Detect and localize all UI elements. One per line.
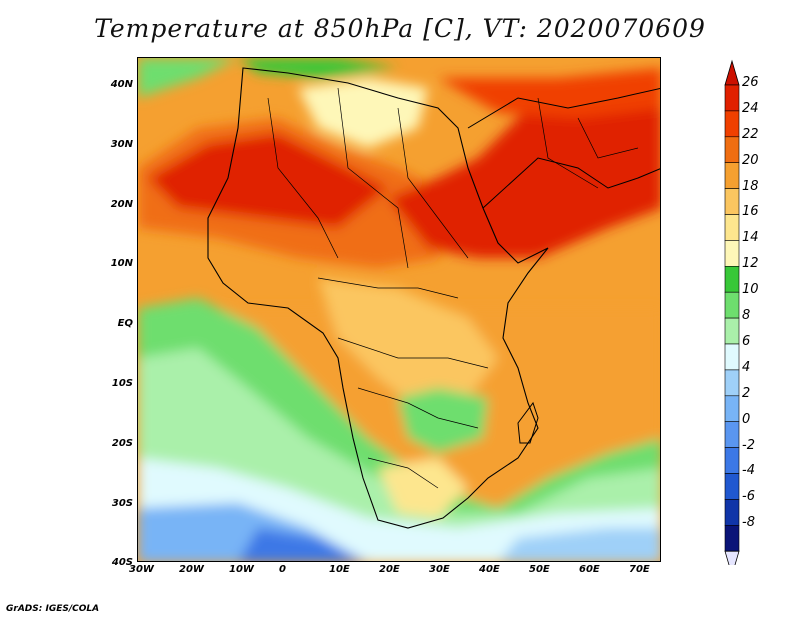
colorbar-segment: [724, 84, 740, 112]
colorbar: [724, 59, 740, 565]
colorbar-label: 16: [742, 204, 759, 220]
colorbar-label: 24: [742, 100, 759, 116]
colorbar-segment: [724, 524, 740, 552]
lon-label: 60E: [579, 564, 600, 575]
madagascar-coastline: [517, 401, 539, 444]
lon-label: 30W: [129, 564, 154, 575]
colorbar-segment: [724, 369, 740, 397]
colorbar-label: 18: [742, 178, 759, 194]
colorbar-label: -2: [742, 437, 755, 453]
colorbar-segment: [724, 291, 740, 319]
map-canvas: [138, 58, 660, 561]
lat-label: EQ: [117, 318, 133, 330]
colorbar-label: 4: [742, 359, 751, 375]
colorbar-label: 14: [742, 230, 759, 246]
lat-label: 30S: [111, 497, 133, 509]
plot-title: Temperature at 850hPa [C], VT: 202007060…: [94, 14, 706, 43]
colorbar-segment: [724, 395, 740, 422]
colorbar-label: 12: [742, 256, 759, 272]
credit-text: GrADS: IGES/COLA: [6, 604, 100, 614]
lon-label: 0: [279, 564, 286, 575]
colorbar-segment: [724, 188, 740, 215]
colorbar-label: 10: [742, 282, 759, 298]
lat-label: 10N: [110, 258, 133, 270]
field-hot-sahara: [148, 133, 388, 228]
lon-label: 70E: [629, 564, 650, 575]
lon-label: 30E: [429, 564, 450, 575]
lat-label: 40S: [111, 557, 133, 569]
colorbar-label: -4: [742, 463, 755, 479]
colorbar-segment: [724, 240, 740, 267]
colorbar-label: -6: [742, 489, 755, 505]
lat-label: 30N: [110, 138, 133, 150]
colorbar-label: 26: [742, 74, 759, 90]
lat-label: 10S: [111, 378, 133, 389]
lon-label: 20W: [179, 564, 204, 575]
colorbar-label: 8: [742, 308, 751, 323]
lon-label: 50E: [529, 564, 550, 575]
africa-coastline: [207, 67, 549, 529]
temperature-map: [137, 57, 661, 562]
lon-label: 10E: [329, 564, 350, 575]
field-hot-arabia: [388, 88, 660, 258]
lon-label: 10W: [229, 564, 254, 575]
colorbar-segment: [724, 473, 740, 500]
colorbar-top-arrow: [724, 59, 740, 86]
colorbar-label: -8: [742, 515, 755, 531]
colorbar-bottom-arrow: [724, 550, 740, 565]
colorbar-segment: [724, 162, 740, 189]
lat-label: 20N: [110, 198, 133, 210]
lat-label: 40N: [110, 79, 133, 90]
colorbar-label: 6: [742, 333, 751, 349]
colorbar-label: 0: [742, 411, 751, 427]
colorbar-segment: [724, 447, 740, 474]
colorbar-segment: [724, 136, 740, 164]
colorbar-segment: [724, 343, 740, 371]
country-borders: [267, 87, 639, 489]
colorbar-label: 22: [742, 126, 759, 142]
colorbar-segment: [724, 266, 740, 293]
lat-label: 20S: [111, 437, 133, 449]
lon-label: 40E: [479, 564, 500, 575]
colorbar-segment: [724, 214, 740, 241]
lon-label: 20E: [379, 564, 400, 575]
colorbar-segment: [724, 499, 740, 526]
colorbar-label: 2: [742, 385, 751, 401]
colorbar-segment: [724, 110, 740, 138]
colorbar-label: 20: [742, 152, 759, 168]
colorbar-segment: [724, 421, 740, 448]
colorbar-segment: [724, 317, 740, 345]
